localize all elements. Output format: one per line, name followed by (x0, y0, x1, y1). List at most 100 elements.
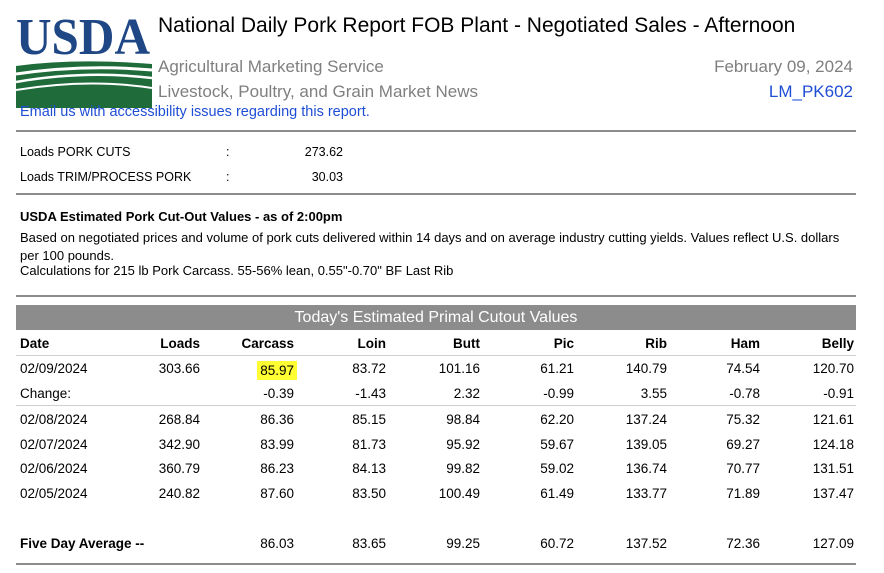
cell-rib: 139.05 (625, 437, 667, 452)
cell-rib: 3.55 (640, 386, 667, 401)
cell-loin: 81.73 (352, 437, 386, 452)
cell-carcass: 86.23 (260, 461, 294, 476)
table-row: Change: -0.39 -1.43 2.32 -0.99 3.55 -0.7… (0, 386, 884, 408)
cell-loin: -1.43 (355, 386, 386, 401)
col-header: Carcass (241, 336, 294, 351)
cell-carcass: 86.03 (260, 536, 294, 551)
cell-butt: 2.32 (453, 386, 480, 401)
cell-date: 02/06/2024 (20, 461, 88, 476)
cell-belly: 120.70 (812, 361, 854, 376)
divider (16, 355, 856, 356)
col-header: Ham (730, 336, 760, 351)
cell-carcass: 86.36 (260, 412, 294, 427)
cell-pic: 59.02 (540, 461, 574, 476)
cell-loads: 240.82 (158, 486, 200, 501)
cell-date: 02/05/2024 (20, 486, 88, 501)
table-row: 02/09/2024 303.66 85.97 83.72 101.16 61.… (0, 361, 884, 383)
cell-belly: 124.18 (812, 437, 854, 452)
accessibility-email-link[interactable]: Email us with accessibility issues regar… (20, 104, 370, 120)
five-day-average-row: Five Day Average -- 86.03 83.65 99.25 60… (0, 536, 884, 558)
cell-loin: 84.13 (352, 461, 386, 476)
col-header: Date (20, 336, 50, 351)
cell-ham: -0.78 (729, 386, 760, 401)
cell-date: 02/07/2024 (20, 437, 88, 452)
cell-loin: 83.65 (352, 536, 386, 551)
col-header: Loads (160, 336, 200, 351)
cell-ham: 74.54 (726, 361, 760, 376)
cell-belly: -0.91 (823, 386, 854, 401)
col-header: Rib (645, 336, 667, 351)
cell-date: 02/08/2024 (20, 412, 88, 427)
report-title: National Daily Pork Report FOB Plant - N… (158, 14, 796, 37)
cell-loads: 268.84 (158, 412, 200, 427)
cell-butt: 98.84 (446, 412, 480, 427)
col-header: Belly (821, 336, 854, 351)
cell-carcass-highlighted: 85.97 (257, 361, 297, 380)
loads-value: 30.03 (311, 170, 343, 184)
division-name: Livestock, Poultry, and Grain Market New… (158, 82, 478, 101)
cell-pic: 61.21 (540, 361, 574, 376)
cell-belly: 137.47 (812, 486, 854, 501)
loads-sep: : (226, 170, 230, 184)
cell-rib: 136.74 (625, 461, 667, 476)
cell-butt: 99.25 (446, 536, 480, 551)
report-code: LM_PK602 (768, 82, 853, 101)
cell-ham: 72.36 (726, 536, 760, 551)
cell-butt: 95.92 (446, 437, 480, 452)
cutout-calculation: Calculations for 215 lb Pork Carcass. 55… (20, 263, 454, 278)
cell-date: 02/09/2024 (20, 361, 88, 376)
cell-rib: 133.77 (625, 486, 667, 501)
cell-loads: 360.79 (158, 461, 200, 476)
cell-ham: 69.27 (726, 437, 760, 452)
cell-pic: 61.49 (540, 486, 574, 501)
cell-ham: 70.77 (726, 461, 760, 476)
loads-label: Loads PORK CUTS (20, 145, 131, 159)
cell-ham: 71.89 (726, 486, 760, 501)
cell-loin: 83.72 (352, 361, 386, 376)
cutout-description: Based on negotiated prices and volume of… (20, 230, 840, 263)
cell-loads: 303.66 (158, 361, 200, 376)
loads-label: Loads TRIM/PROCESS PORK (20, 170, 192, 184)
agency-name: Agricultural Marketing Service (158, 57, 384, 76)
cell-rib: 140.79 (625, 361, 667, 376)
divider (16, 405, 856, 406)
report-date: February 09, 2024 (714, 57, 853, 76)
table-row: 02/08/2024 268.84 86.36 85.15 98.84 62.2… (0, 412, 884, 434)
divider (16, 130, 856, 132)
cell-loin: 83.50 (352, 486, 386, 501)
cell-date: Change: (20, 386, 72, 401)
divider (16, 563, 856, 565)
usda-logo: USDA (16, 9, 152, 108)
cell-belly: 121.61 (812, 412, 854, 427)
cell-loin: 85.15 (352, 412, 386, 427)
cell-butt: 100.49 (438, 486, 480, 501)
cell-rib: 137.24 (625, 412, 667, 427)
divider (16, 193, 856, 195)
loads-sep: : (226, 145, 230, 159)
table-header-row: Date Loads Carcass Loin Butt Pic Rib Ham… (0, 336, 884, 358)
table-row: 02/07/2024 342.90 83.99 81.73 95.92 59.6… (0, 437, 884, 459)
col-header: Pic (553, 336, 574, 351)
cell-carcass: -0.39 (263, 386, 294, 401)
cell-belly: 131.51 (812, 461, 854, 476)
cell-loads: 342.90 (158, 437, 200, 452)
cell-butt: 101.16 (438, 361, 480, 376)
cell-pic: 59.67 (540, 437, 574, 452)
logo-text: USDA (16, 9, 150, 66)
divider (16, 295, 856, 297)
cell-ham: 75.32 (726, 412, 760, 427)
cell-pic: 62.20 (540, 412, 574, 427)
table-title: Today's Estimated Primal Cutout Values (16, 305, 856, 330)
cell-carcass: 83.99 (260, 437, 294, 452)
cell-pic: 60.72 (540, 536, 574, 551)
cell-butt: 99.82 (446, 461, 480, 476)
cutout-heading: USDA Estimated Pork Cut-Out Values - as … (20, 209, 343, 224)
table-row: 02/06/2024 360.79 86.23 84.13 99.82 59.0… (0, 461, 884, 483)
col-header: Loin (357, 336, 387, 351)
average-label: Five Day Average -- (20, 536, 145, 551)
cell-carcass: 87.60 (260, 486, 294, 501)
cell-rib: 137.52 (625, 536, 667, 551)
cell-belly: 127.09 (812, 536, 854, 551)
col-header: Butt (453, 336, 480, 351)
cell-pic: -0.99 (543, 386, 574, 401)
